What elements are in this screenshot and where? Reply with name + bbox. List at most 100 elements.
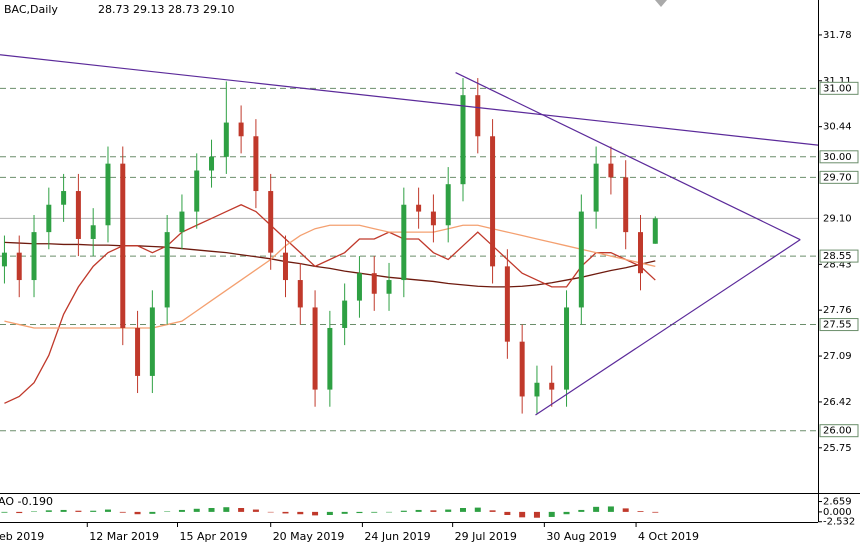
level-label-box [819,170,859,184]
ao-bar [652,511,659,513]
moving-average [4,204,656,404]
ao-bar [193,508,200,512]
x-tick-label: 15 Apr 2019 [180,530,248,543]
ao-bar [1,511,8,513]
y-tick-label: 28.43 [823,259,852,270]
level-label-box [819,424,859,438]
candle-body [223,122,229,157]
candle-body [194,170,200,212]
level-label-box [819,318,859,332]
candle-body [564,307,570,390]
ao-bar [104,509,111,512]
ao-bar [90,510,97,512]
ao-bar [326,511,333,515]
symbol-title: BAC,Daily [4,3,58,16]
candle-body [209,156,215,171]
candle-body [490,136,496,267]
candle-body [46,204,52,233]
candle-body [282,252,288,281]
ao-bar [578,509,585,512]
x-tick-label: 4 Oct 2019 [638,530,699,543]
ao-bar [504,511,511,515]
ao-bar [60,509,67,512]
x-tick-label: 5 Feb 2019 [0,530,44,543]
ao-bar [238,508,245,512]
trendline [0,54,818,146]
candle-body [297,280,303,308]
level-label-box [819,249,859,263]
candle-body [238,122,244,137]
candle-body [61,191,67,205]
candle-body [105,163,111,226]
ao-bar [637,511,644,512]
candle-body [460,95,466,185]
ao-bar [400,510,407,512]
ao-bar [341,511,348,514]
x-tick-label: 20 May 2019 [273,530,345,543]
candle-body [623,177,629,233]
ao-bar [519,511,526,518]
candle-body [416,204,422,212]
candle-body [504,266,510,342]
ao-bar [297,511,304,515]
level-label: 30.00 [823,152,852,163]
candle-body [593,163,599,212]
ao-bar [593,506,600,512]
ao-bar [489,510,496,512]
y-tick-label: 26.42 [823,397,852,408]
ao-bar [430,510,437,512]
candle-body [90,225,96,239]
ao-bar [474,507,481,512]
ao-bar [386,511,393,513]
candle-body [475,95,481,137]
ao-bar [16,511,23,514]
ao-bar [45,510,52,512]
x-tick-label: 24 Jun 2019 [364,530,430,543]
level-label: 28.55 [823,251,852,262]
ao-bar [164,511,171,512]
y-tick-label: 25.75 [823,443,852,454]
ao-bar [445,509,452,512]
trendline [535,239,801,416]
indicator-label: AO -0.190 [0,495,53,508]
x-tick-label: 12 Mar 2019 [89,530,159,543]
y-tick-label: 27.76 [823,305,852,316]
one-click-toggle[interactable] [655,0,667,7]
x-tick-label: 30 Aug 2019 [546,530,616,543]
candle-body [445,184,451,226]
y-tick-label: 30.44 [823,122,852,133]
candle-body [75,191,81,239]
candle-body [16,252,22,281]
ao-bar [533,511,540,518]
candle-body [149,307,155,376]
ao-bar [282,511,289,514]
ao-bar [356,511,363,514]
candle-body [608,163,614,178]
indicator-tick-label: -2.532 [823,517,855,528]
candle-body [342,300,348,328]
current-price-label: 29.10 [823,213,852,224]
candle-body [549,382,555,390]
moving-average [4,241,656,288]
moving-average [4,224,656,329]
ao-bar [149,511,156,514]
y-tick-label: 31.78 [823,30,852,41]
ao-bar [208,508,215,512]
ao-bar [267,511,274,513]
ohlc-text: 28.73 29.13 28.73 29.10 [98,3,234,16]
x-tick-label: 29 Jul 2019 [455,530,517,543]
level-label-box [819,81,859,95]
candle-body [578,211,584,308]
candle-body [179,211,185,233]
ao-bar [31,511,38,512]
ao-bar [607,506,614,512]
level-label: 29.70 [823,172,852,183]
candle-body [120,163,126,328]
ao-bar [134,511,141,515]
candle-body [164,232,170,308]
y-tick-label: 27.09 [823,351,852,362]
candle-body [268,191,274,253]
ao-bar [312,511,319,516]
candle-body [312,307,318,390]
